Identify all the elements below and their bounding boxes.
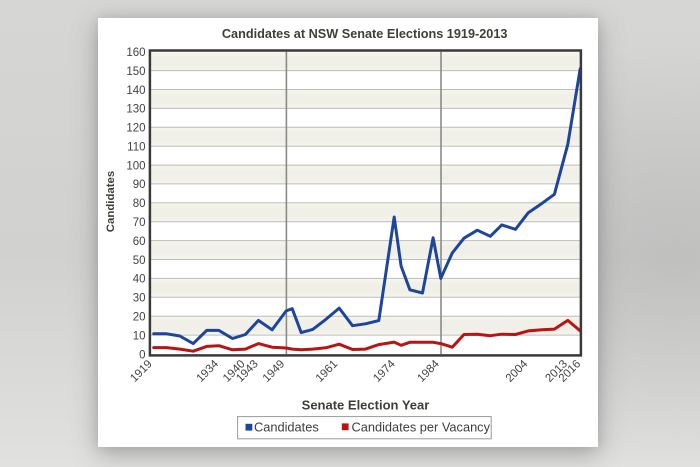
svg-text:Candidates per Vacancy: Candidates per Vacancy	[352, 419, 491, 434]
svg-text:70: 70	[133, 217, 146, 229]
svg-text:20: 20	[133, 312, 146, 324]
svg-text:40: 40	[133, 274, 146, 286]
svg-text:0: 0	[139, 349, 145, 361]
svg-text:1961: 1961	[314, 358, 341, 385]
svg-text:130: 130	[126, 104, 145, 116]
svg-text:Candidates: Candidates	[254, 419, 319, 434]
svg-text:150: 150	[126, 66, 145, 78]
svg-text:160: 160	[126, 47, 145, 59]
svg-text:80: 80	[133, 198, 146, 210]
svg-text:100: 100	[126, 160, 145, 172]
svg-text:1919: 1919	[128, 358, 155, 385]
svg-text:50: 50	[133, 255, 146, 267]
svg-text:1934: 1934	[195, 358, 222, 385]
svg-text:Candidates: Candidates	[105, 171, 117, 232]
svg-text:1974: 1974	[371, 358, 398, 385]
svg-text:140: 140	[126, 85, 145, 97]
svg-text:30: 30	[133, 293, 146, 305]
svg-text:1984: 1984	[415, 358, 442, 385]
svg-text:2004: 2004	[504, 358, 531, 385]
svg-text:110: 110	[127, 142, 145, 154]
svg-text:120: 120	[126, 123, 145, 135]
svg-text:1949: 1949	[261, 358, 288, 385]
svg-text:60: 60	[133, 236, 146, 248]
svg-text:Candidates at NSW Senate Elect: Candidates at NSW Senate Elections 1919-…	[222, 27, 508, 41]
svg-text:90: 90	[133, 179, 146, 191]
svg-text:10: 10	[133, 330, 146, 342]
svg-text:Senate Election Year: Senate Election Year	[302, 398, 430, 413]
